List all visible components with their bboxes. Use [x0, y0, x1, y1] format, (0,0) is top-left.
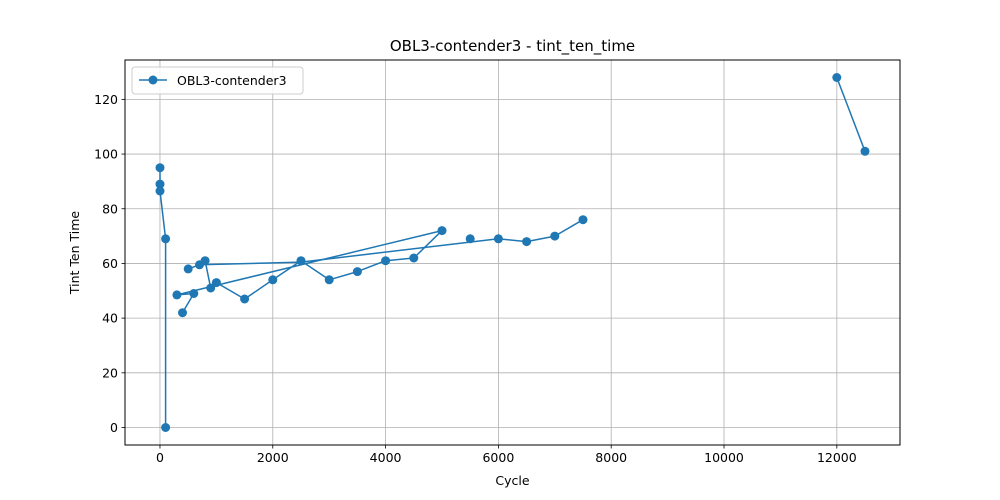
- legend-label: OBL3-contender3: [177, 73, 287, 88]
- chart-title: OBL3-contender3 - tint_ten_time: [390, 37, 635, 56]
- data-point: [268, 275, 278, 285]
- y-tick-label: 60: [102, 256, 118, 271]
- data-point: [550, 231, 560, 241]
- y-axis-ticks: 0 20 40 60 80 100 120: [94, 92, 125, 435]
- data-point: [155, 186, 165, 196]
- x-tick-label: 10000: [704, 450, 744, 465]
- data-point: [161, 423, 171, 432]
- x-tick-label: 8000: [595, 450, 627, 465]
- data-point: [155, 163, 165, 173]
- data-point: [493, 234, 503, 244]
- data-point: [161, 234, 171, 244]
- x-axis-ticks: 0 2000 4000 6000 8000 10000 12000: [156, 445, 857, 465]
- x-tick-label: 0: [156, 450, 164, 465]
- data-point: [465, 234, 475, 244]
- x-tick-label: 4000: [370, 450, 402, 465]
- data-point: [352, 267, 362, 277]
- y-tick-label: 0: [110, 420, 118, 435]
- y-tick-label: 100: [94, 147, 118, 162]
- data-point: [409, 253, 419, 263]
- data-point: [437, 226, 447, 236]
- plot-points: [155, 73, 870, 432]
- data-point: [381, 256, 391, 266]
- y-axis-label: Tint Ten Time: [67, 211, 82, 296]
- data-point: [240, 294, 250, 304]
- data-point: [183, 264, 193, 274]
- y-tick-label: 120: [94, 92, 118, 107]
- data-point: [296, 256, 306, 266]
- data-point: [324, 275, 334, 285]
- data-point: [832, 73, 842, 82]
- x-axis-label: Cycle: [495, 473, 529, 488]
- plot-frame: [124, 59, 901, 446]
- series-line: [836, 77, 866, 152]
- x-tick-label: 6000: [482, 450, 514, 465]
- legend-box: [131, 66, 304, 95]
- x-tick-label: 2000: [257, 450, 289, 465]
- data-point: [860, 146, 870, 156]
- y-tick-label: 80: [102, 201, 118, 216]
- data-point: [178, 308, 187, 318]
- data-point: [155, 179, 165, 189]
- y-tick-label: 40: [102, 311, 118, 326]
- legend: OBL3-contender3: [131, 66, 304, 95]
- data-point: [211, 278, 221, 288]
- y-tick-label: 20: [102, 365, 118, 380]
- data-point: [172, 290, 182, 300]
- data-point: [206, 283, 216, 293]
- series-line: [176, 229, 443, 314]
- data-point: [200, 256, 210, 266]
- x-tick-label: 12000: [817, 450, 857, 465]
- data-point: [522, 237, 532, 247]
- data-point: [189, 289, 199, 298]
- data-point: [578, 215, 588, 225]
- legend-point-marker: [148, 75, 158, 85]
